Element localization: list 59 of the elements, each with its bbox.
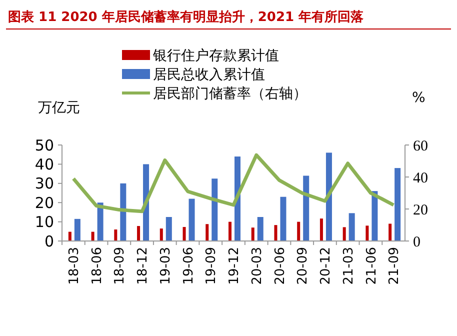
bar [348,213,355,241]
legend-label: 银行住户存款累计值 [152,48,279,64]
y2-axis-title: % [412,90,426,106]
x-tick-label: 18-12 [136,247,151,285]
bar [394,168,401,241]
x-tick-label: 20-09 [296,247,311,285]
bar [251,228,254,241]
y-axis-title: 万亿元 [38,100,80,116]
x-tick-label: 21-09 [387,247,402,285]
line-series [72,153,396,214]
x-tick-label: 21-03 [341,247,356,285]
y-tick-label: 30 [34,174,54,193]
bar [182,226,186,241]
bar [366,226,369,241]
legend-label: 居民总收入累计值 [153,66,265,83]
x-tick-label: 18-06 [90,247,105,285]
bar [114,229,118,241]
y2-tick-label: 0 [413,234,420,250]
bar [257,217,264,241]
legend-label: 居民部门储蓄率（右轴） [153,86,307,102]
bar [372,191,378,241]
y-tick-label: 50 [34,136,54,154]
bar [91,232,94,241]
y2-tick-label: 60 [413,138,428,154]
bar [166,217,172,241]
bar [68,232,72,241]
x-tick-label: 18-03 [66,247,82,285]
x-tick-label: 20-03 [250,247,265,285]
x-tick-label: 18-09 [112,247,128,285]
x-tick-label: 19-06 [181,247,196,285]
y-tick-label: 20 [34,194,54,212]
y-tick-label: 10 [34,213,54,232]
bar [228,222,232,241]
y2-tick-label: 40 [413,170,428,186]
bar [188,198,195,241]
bar [280,196,286,241]
x-tick-label: 19-09 [204,247,220,285]
bar [388,224,392,241]
bar [206,224,209,241]
bar [74,218,80,241]
bar [326,152,332,241]
bar [320,218,323,241]
y-tick-label: 0 [44,232,54,250]
x-tick-label: 21-06 [364,247,380,285]
y-tick-label: 40 [34,155,54,174]
bar [342,227,346,241]
chart-title: 图表 11 2020 年居民储蓄率有明显抬升，2021 年有所回落 [8,9,365,25]
bar [120,183,126,241]
bar [212,178,218,241]
y2-tick-label: 20 [413,202,428,218]
x-tick-label: 20-06 [272,247,288,285]
bar [274,225,278,241]
x-tick-label: 19-12 [227,247,242,285]
bar [297,222,300,241]
bar [160,228,163,241]
bar [303,176,310,241]
x-tick-label: 19-03 [158,247,174,285]
x-tick-label: 20-12 [318,247,334,285]
bar [137,226,140,241]
